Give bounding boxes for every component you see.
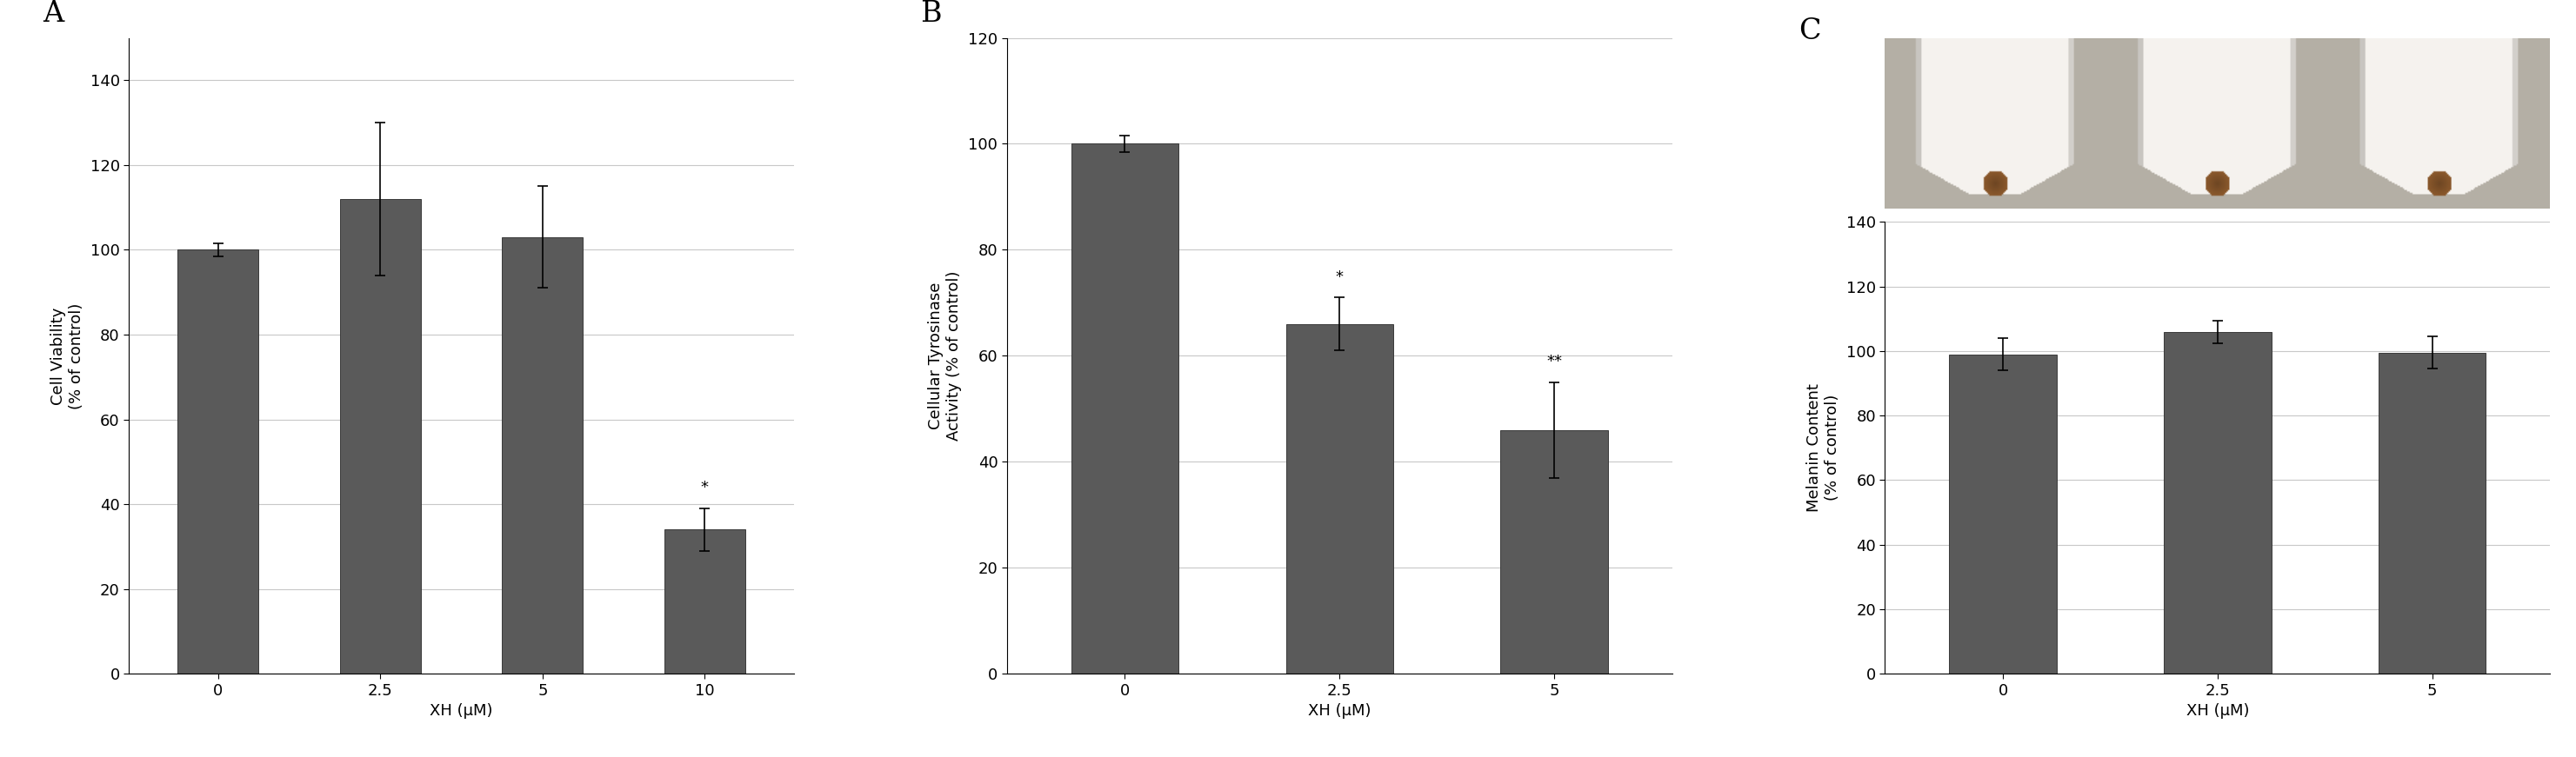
- Bar: [502, 237, 582, 674]
- Bar: [178, 250, 258, 674]
- Text: **: **: [1546, 354, 1561, 369]
- Bar: [2164, 332, 2272, 674]
- X-axis label: XH (μM): XH (μM): [430, 703, 492, 719]
- X-axis label: XH (μM): XH (μM): [2187, 703, 2249, 719]
- Bar: [1072, 144, 1180, 674]
- Text: *: *: [701, 480, 708, 496]
- Bar: [1285, 324, 1394, 674]
- Text: A: A: [41, 0, 64, 27]
- Text: *: *: [1334, 269, 1345, 285]
- Y-axis label: Cell Viability
(% of control): Cell Viability (% of control): [52, 303, 85, 409]
- Y-axis label: Melanin Content
(% of control): Melanin Content (% of control): [1806, 384, 1839, 512]
- Text: C: C: [1798, 17, 1821, 45]
- Bar: [1499, 430, 1607, 674]
- Bar: [340, 199, 420, 674]
- X-axis label: XH (μM): XH (μM): [1309, 703, 1370, 719]
- Bar: [2378, 353, 2486, 674]
- Bar: [665, 530, 744, 674]
- Text: B: B: [920, 0, 943, 27]
- Bar: [1950, 354, 2056, 674]
- Y-axis label: Cellular Tyrosinase
Activity (% of control): Cellular Tyrosinase Activity (% of contr…: [927, 271, 961, 441]
